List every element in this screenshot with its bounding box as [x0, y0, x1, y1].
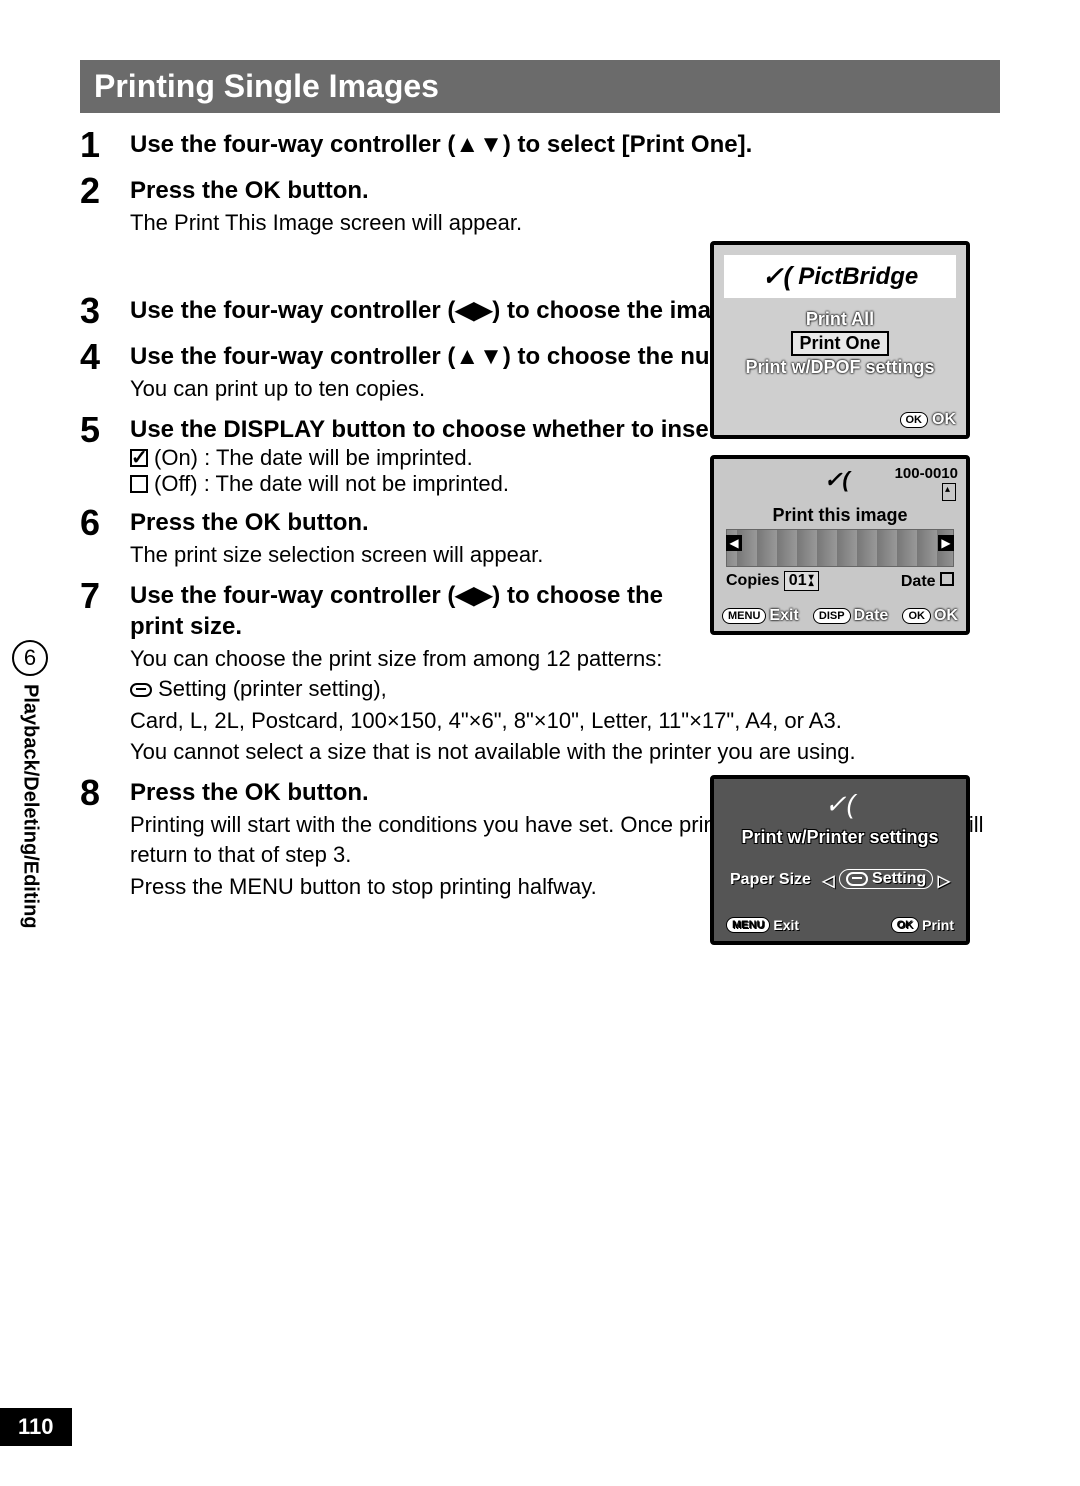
- pictbridge-icon: ✓(: [714, 789, 966, 820]
- updown-icon: [809, 575, 814, 587]
- step-number: 3: [80, 291, 130, 331]
- disp-badge: DISP: [813, 608, 851, 624]
- paper-size-label: Paper Size: [730, 871, 811, 889]
- lcd-title: Print this image: [714, 505, 966, 526]
- ok-badge: OK: [900, 412, 929, 428]
- exit-label: Exit: [769, 607, 798, 625]
- image-counter: 100-0010: [895, 465, 958, 482]
- exit-label: Exit: [773, 917, 799, 933]
- ok-label: OK: [932, 411, 956, 429]
- printer-icon: [846, 872, 868, 886]
- step-number: 4: [80, 337, 130, 404]
- menu-badge: MENU: [726, 917, 770, 933]
- step-title: Press the OK button.: [130, 175, 1000, 206]
- chapter-number: 6: [12, 640, 48, 676]
- printer-icon: [130, 683, 152, 697]
- ok-badge: OK: [902, 608, 931, 624]
- chapter-tab: 6 Playback/Deleting/Editing: [12, 640, 48, 929]
- ok-hint: OK OK: [900, 411, 957, 429]
- option-text: (Off) : The date will not be imprinted.: [154, 471, 509, 497]
- chapter-label: Playback/Deleting/Editing: [19, 684, 42, 929]
- lcd-title: Print w/Printer settings: [714, 827, 966, 848]
- step-desc: You can choose the print size from among…: [130, 644, 670, 703]
- menu-list: Print All Print One Print w/DPOF setting…: [714, 308, 966, 379]
- step-number: 2: [80, 171, 130, 238]
- section-header: Printing Single Images: [80, 60, 1000, 113]
- setting-pill: Setting: [839, 869, 933, 889]
- lcd-bottom-hints: MENUExit DISPDate OKOK: [722, 607, 958, 625]
- copies-value: 01: [784, 571, 819, 591]
- ok-badge: OK: [891, 917, 920, 933]
- ok-label: OK: [934, 607, 958, 625]
- menu-item: Print w/DPOF settings: [714, 356, 966, 379]
- step-desc: You cannot select a size that is not ava…: [130, 737, 1000, 767]
- step-desc: The Print This Image screen will appear.: [130, 208, 1000, 238]
- copies-date-row: Copies 01 Date: [726, 571, 954, 591]
- step-1: 1 Use the four-way controller (▲▼) to se…: [80, 125, 1000, 165]
- menu-item-selected: Print One: [791, 331, 888, 356]
- menu-item: Print All: [714, 308, 966, 331]
- menu-badge: MENU: [722, 608, 766, 624]
- arrow-right-icon: ▶: [938, 535, 954, 551]
- page-number: 110: [0, 1408, 72, 1446]
- step-number: 7: [80, 576, 130, 767]
- content-area: 1 Use the four-way controller (▲▼) to se…: [80, 125, 1000, 901]
- step-title: Use the four-way controller (▲▼) to sele…: [130, 129, 1000, 160]
- lcd-pictbridge-menu: ✓( PictBridge Print All Print One Print …: [710, 241, 970, 439]
- checkbox-on-icon: [130, 449, 148, 467]
- step-number: 6: [80, 503, 130, 570]
- date-label: Date: [901, 573, 936, 590]
- step-number: 8: [80, 773, 130, 901]
- date-checkbox-icon: [940, 572, 954, 586]
- lcd-bottom-hints: MENUExit OKPrint: [726, 917, 954, 933]
- checkbox-off-icon: [130, 475, 148, 493]
- copies-label: Copies: [726, 572, 779, 589]
- paper-size-row: Paper Size ◁ Setting ▷: [730, 869, 950, 891]
- arrow-left-icon: ◀: [726, 535, 742, 551]
- lcd-printer-settings: ✓( Print w/Printer settings Paper Size ◁…: [710, 775, 970, 945]
- step-desc: Card, L, 2L, Postcard, 100×150, 4"×6", 8…: [130, 706, 1000, 736]
- date-label: Date: [854, 607, 889, 625]
- option-text: (On) : The date will be imprinted.: [154, 445, 473, 471]
- lcd-print-this-image: ✓( 100-0010 Print this image ◀ ▶ Copies …: [710, 455, 970, 635]
- print-label: Print: [922, 917, 954, 933]
- pictbridge-brand: ✓( PictBridge: [724, 255, 956, 298]
- step-number: 5: [80, 410, 130, 497]
- step-number: 1: [80, 125, 130, 165]
- pictbridge-icon: ✓(: [824, 467, 850, 493]
- step-title: Use the four-way controller (◀▶) to choo…: [130, 580, 670, 642]
- image-preview: [726, 529, 954, 567]
- manual-page: Printing Single Images 1 Use the four-wa…: [0, 0, 1080, 1486]
- step-2: 2 Press the OK button. The Print This Im…: [80, 171, 1000, 238]
- card-icon: [942, 483, 956, 506]
